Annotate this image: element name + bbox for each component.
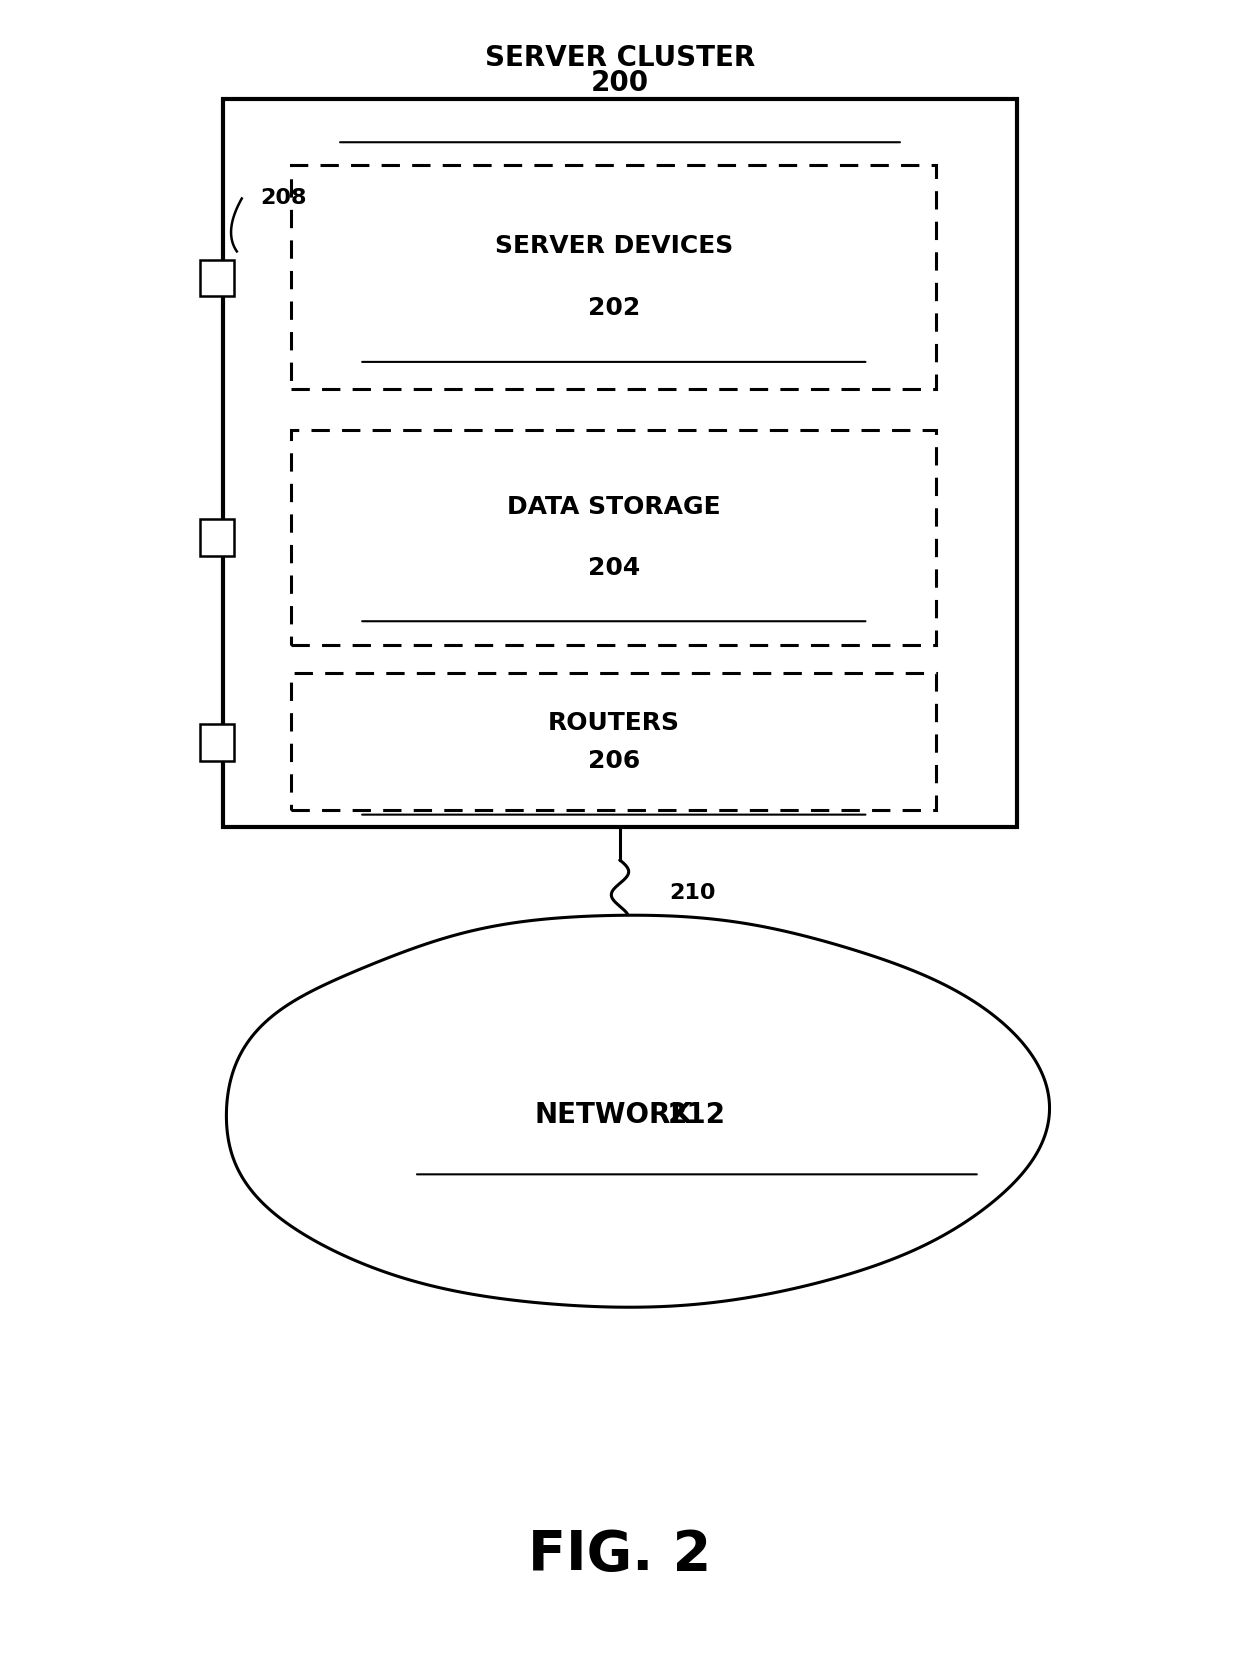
- Text: 202: 202: [588, 296, 640, 321]
- Polygon shape: [200, 260, 234, 296]
- Text: 200: 200: [591, 69, 649, 96]
- Polygon shape: [200, 724, 234, 761]
- Text: 204: 204: [588, 556, 640, 579]
- Polygon shape: [200, 519, 234, 556]
- Text: 208: 208: [260, 189, 306, 208]
- Text: 212: 212: [668, 1102, 725, 1128]
- Text: SERVER CLUSTER: SERVER CLUSTER: [485, 45, 755, 71]
- Polygon shape: [227, 915, 1049, 1307]
- Text: DATA STORAGE: DATA STORAGE: [507, 496, 720, 519]
- Text: SERVER DEVICES: SERVER DEVICES: [495, 233, 733, 258]
- Text: FIG. 2: FIG. 2: [528, 1528, 712, 1581]
- Text: ROUTERS: ROUTERS: [548, 711, 680, 734]
- Text: NETWORK: NETWORK: [534, 1102, 693, 1128]
- Text: 206: 206: [588, 749, 640, 772]
- Text: 210: 210: [670, 883, 717, 903]
